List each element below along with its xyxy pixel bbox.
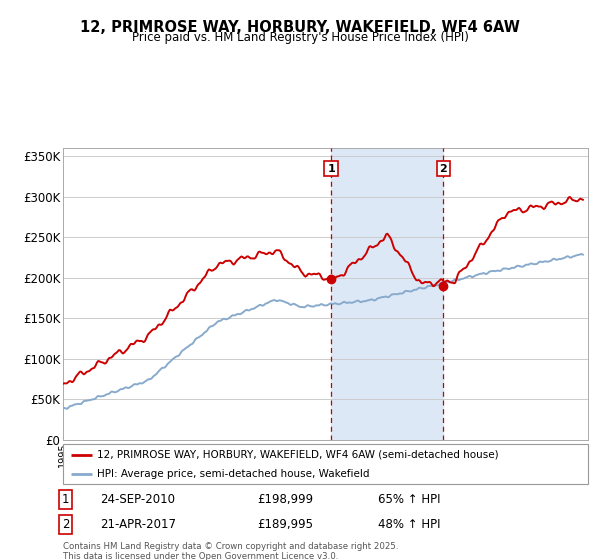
Text: 2: 2 bbox=[62, 518, 70, 531]
Text: £189,995: £189,995 bbox=[257, 518, 313, 531]
Text: 12, PRIMROSE WAY, HORBURY, WAKEFIELD, WF4 6AW: 12, PRIMROSE WAY, HORBURY, WAKEFIELD, WF… bbox=[80, 20, 520, 35]
Text: Contains HM Land Registry data © Crown copyright and database right 2025.
This d: Contains HM Land Registry data © Crown c… bbox=[63, 542, 398, 560]
Text: Price paid vs. HM Land Registry's House Price Index (HPI): Price paid vs. HM Land Registry's House … bbox=[131, 31, 469, 44]
Text: 24-SEP-2010: 24-SEP-2010 bbox=[100, 493, 175, 506]
Bar bbox=[331, 148, 443, 440]
Text: 12, PRIMROSE WAY, HORBURY, WAKEFIELD, WF4 6AW (semi-detached house): 12, PRIMROSE WAY, HORBURY, WAKEFIELD, WF… bbox=[97, 450, 499, 460]
Text: 48% ↑ HPI: 48% ↑ HPI bbox=[378, 518, 440, 531]
Text: 65% ↑ HPI: 65% ↑ HPI bbox=[378, 493, 440, 506]
Text: HPI: Average price, semi-detached house, Wakefield: HPI: Average price, semi-detached house,… bbox=[97, 469, 370, 478]
Text: 21-APR-2017: 21-APR-2017 bbox=[100, 518, 176, 531]
Text: 1: 1 bbox=[327, 164, 335, 174]
Text: £198,999: £198,999 bbox=[257, 493, 313, 506]
Text: 2: 2 bbox=[439, 164, 447, 174]
Text: 1: 1 bbox=[62, 493, 70, 506]
